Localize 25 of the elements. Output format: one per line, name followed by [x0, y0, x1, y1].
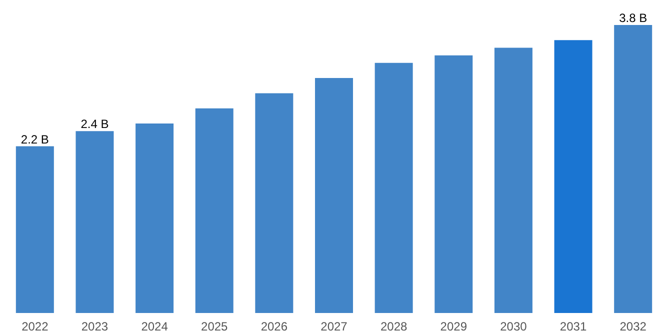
x-tick-label: 2031: [560, 320, 587, 334]
bar: [434, 55, 473, 313]
bar: [76, 131, 114, 313]
bar: [255, 93, 294, 313]
bar: [494, 48, 532, 313]
bar: [554, 40, 592, 313]
x-tick-label: 2029: [440, 320, 468, 334]
bar: [16, 146, 54, 313]
bar: [374, 62, 413, 313]
x-tick-label: 2026: [260, 320, 288, 334]
bar: [195, 108, 234, 313]
x-tick-label: 2032: [620, 320, 647, 334]
x-tick-label: 2023: [81, 320, 108, 334]
bar: [614, 25, 652, 313]
x-tick-label: 2022: [22, 320, 49, 334]
data-label: 3.8 B: [619, 11, 648, 25]
data-label: 2.4 B: [80, 117, 109, 132]
x-tick-label: 2024: [141, 320, 168, 334]
x-tick-label: 2025: [201, 320, 228, 334]
bar: [136, 124, 174, 313]
x-tick-label: 2028: [380, 320, 408, 334]
bar: [315, 78, 353, 313]
x-tick-label: 2027: [320, 320, 348, 334]
x-tick-label: 2030: [500, 320, 528, 334]
data-label: 2.2 B: [20, 132, 49, 146]
